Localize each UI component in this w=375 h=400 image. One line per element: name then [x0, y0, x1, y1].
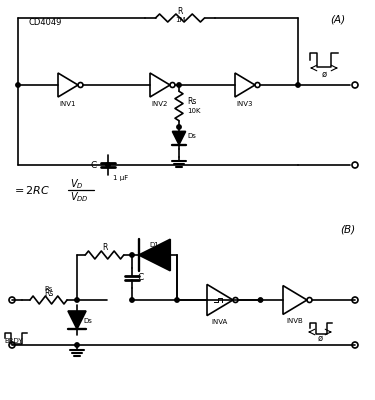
Text: CD4049: CD4049	[28, 18, 62, 27]
Text: Ds: Ds	[83, 318, 92, 324]
Circle shape	[177, 83, 181, 87]
Text: ø: ø	[321, 70, 327, 79]
Text: iNV1: iNV1	[60, 101, 76, 107]
Text: $= 2RC$: $= 2RC$	[12, 184, 50, 196]
Circle shape	[296, 83, 300, 87]
Circle shape	[75, 298, 79, 302]
Text: C: C	[137, 273, 143, 282]
Polygon shape	[172, 131, 186, 144]
Text: R: R	[102, 244, 107, 252]
Text: 1 μF: 1 μF	[113, 175, 128, 181]
Text: INVB: INVB	[286, 318, 303, 324]
Circle shape	[258, 298, 263, 302]
Text: Rs: Rs	[44, 288, 53, 298]
Text: D1: D1	[150, 242, 159, 248]
Text: INV3: INV3	[237, 101, 253, 107]
Circle shape	[106, 163, 110, 167]
Text: C: C	[91, 160, 97, 170]
Polygon shape	[68, 311, 86, 329]
Circle shape	[175, 298, 179, 302]
Text: $V_{DD}$: $V_{DD}$	[70, 190, 89, 204]
Text: (B): (B)	[340, 225, 355, 235]
Text: BRDY: BRDY	[4, 338, 23, 344]
Circle shape	[177, 125, 181, 129]
Circle shape	[130, 298, 134, 302]
Text: 10K: 10K	[187, 108, 201, 114]
Text: Rs: Rs	[44, 286, 53, 292]
Text: Ds: Ds	[187, 133, 196, 139]
Text: R: R	[177, 6, 183, 16]
Circle shape	[75, 343, 79, 347]
Circle shape	[130, 253, 134, 257]
Polygon shape	[139, 239, 170, 271]
Text: 1M: 1M	[175, 17, 185, 23]
Text: (A): (A)	[330, 15, 345, 25]
Text: INVA: INVA	[212, 319, 228, 325]
Text: Rs: Rs	[187, 96, 196, 106]
Circle shape	[16, 83, 20, 87]
Text: INV2: INV2	[152, 101, 168, 107]
Text: ø: ø	[317, 334, 322, 343]
Text: $V_D$: $V_D$	[70, 177, 84, 191]
